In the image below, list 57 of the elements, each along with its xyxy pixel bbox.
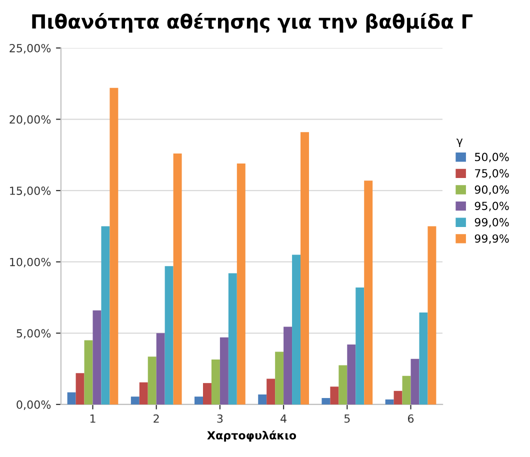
bar xyxy=(139,382,148,404)
bar xyxy=(194,396,203,404)
y-tick-label: 25,00% xyxy=(10,44,51,54)
bar xyxy=(110,88,118,404)
x-tick-label: 1 xyxy=(90,414,96,423)
bar xyxy=(156,333,165,404)
y-tick-label: 20,00% xyxy=(10,115,51,125)
legend-label: 90,0% xyxy=(474,185,509,195)
y-tick-label: 5,00% xyxy=(16,329,51,339)
bar xyxy=(101,226,110,404)
bar xyxy=(67,392,76,404)
bar xyxy=(130,396,140,404)
bar xyxy=(228,273,237,404)
bar xyxy=(292,254,301,404)
bar xyxy=(330,386,339,404)
bar xyxy=(164,266,174,404)
legend-title: γ xyxy=(456,138,463,148)
x-tick-label: 2 xyxy=(154,414,159,423)
bar xyxy=(211,360,220,404)
bar xyxy=(385,399,394,404)
bar xyxy=(419,312,428,404)
bar xyxy=(428,226,436,404)
legend-label: 75,0% xyxy=(475,169,509,179)
bar xyxy=(402,376,411,404)
bar xyxy=(84,340,93,404)
bar xyxy=(148,356,156,404)
x-tick-label: 5 xyxy=(344,414,350,423)
bar xyxy=(275,352,284,404)
bar xyxy=(202,383,212,404)
y-tick-label: 10,00% xyxy=(10,258,51,268)
bar xyxy=(322,398,330,404)
legend-label: 95,0% xyxy=(474,202,509,212)
bar xyxy=(76,373,84,404)
bar xyxy=(220,337,228,404)
bar xyxy=(338,365,348,404)
bar xyxy=(236,163,246,404)
bar xyxy=(173,153,182,404)
bar xyxy=(258,394,267,404)
x-tick-label: 3 xyxy=(217,414,223,423)
chart-title: Πιθανότητα αθέτησης για την βαθμίδα Γ xyxy=(32,12,473,33)
legend-label: 99,0% xyxy=(474,218,509,228)
bar xyxy=(300,132,309,404)
y-tick-label: 15,00% xyxy=(10,186,51,196)
legend-label: 50,0% xyxy=(475,152,509,162)
bar xyxy=(356,288,364,404)
x-tick-label: 6 xyxy=(408,414,414,423)
x-tick-label: 4 xyxy=(280,414,286,423)
bar xyxy=(92,310,102,404)
y-tick-label: 0,00% xyxy=(16,400,51,410)
bar xyxy=(284,326,292,404)
bar xyxy=(410,358,420,404)
bar xyxy=(266,378,276,404)
legend-label: 99,9% xyxy=(474,234,509,244)
x-axis-title: Χαρτοφυλάκιο xyxy=(207,430,296,442)
bar xyxy=(347,344,356,404)
bar xyxy=(394,390,402,404)
bar xyxy=(364,180,373,404)
